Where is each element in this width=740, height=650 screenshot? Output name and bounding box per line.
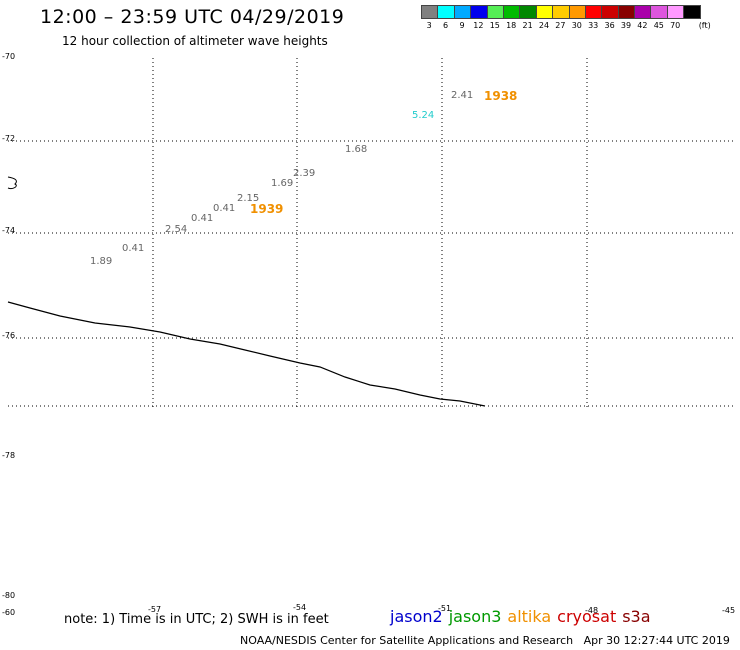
wave-height-label: 0.41 (213, 203, 236, 214)
wave-height-label: 2.41 (451, 90, 474, 101)
color-scale-legend: 3 6 9 12 15 18 21 24 27 30 33 36 39 42 45 70 (ft) (421, 5, 711, 31)
longitude-label: -51 (438, 604, 452, 613)
credit-text: NOAA/NESDIS Center for Satellite Applica… (240, 634, 574, 647)
color-scale-label: 21 (522, 21, 533, 30)
longitude-label: -45 (722, 606, 736, 615)
wave-height-label: 2.54 (165, 224, 188, 235)
latitude-label: -72 (2, 134, 16, 143)
wave-height-label: 0.41 (191, 213, 214, 224)
units-note: note: 1) Time is in UTC; 2) SWH is in fe… (64, 612, 329, 627)
longitude-label: -54 (293, 603, 307, 612)
color-swatch (683, 5, 701, 19)
graticule (8, 58, 735, 408)
satellite-legend-item: altika (507, 607, 552, 626)
satellite-legend-item: s3a (622, 607, 651, 626)
pass-time-label: 1938 (484, 89, 518, 103)
color-scale-label: 27 (555, 21, 566, 30)
island-coastline (7, 176, 17, 189)
wave-height-label: 1.89 (90, 256, 113, 267)
color-scale-label: 24 (538, 21, 550, 30)
latitude-label: -76 (2, 331, 16, 340)
color-scale-label: 15 (489, 21, 500, 30)
satellite-legend-item: jason2 (390, 607, 443, 626)
color-scale-label: 36 (604, 21, 615, 30)
latitude-label: -80 (2, 591, 16, 600)
wave-height-label: 1.69 (271, 178, 294, 189)
color-scale-unit: (ft) (698, 21, 711, 30)
color-scale-label: 3 (426, 21, 432, 30)
satellite-legend: jason2 jason3 altika cryosat s3a (390, 607, 657, 626)
satellite-legend-item: jason3 (448, 607, 502, 626)
coastline (7, 301, 486, 407)
latitude-label: -74 (2, 226, 16, 235)
color-scale-label: 18 (506, 21, 517, 30)
wave-height-label: 2.39 (293, 168, 316, 179)
wave-height-label: 0.41 (122, 243, 145, 254)
color-scale-label: 30 (571, 21, 582, 30)
map-title: 12:00 – 23:59 UTC 04/29/2019 (40, 6, 345, 28)
longitude-label: -60 (2, 608, 16, 617)
color-scale-label: 33 (588, 21, 599, 30)
color-scale-label: 9 (459, 21, 465, 30)
longitude-label: -48 (585, 606, 599, 615)
wave-height-label: 5.24 (412, 110, 435, 121)
footer-credit: NOAA/NESDIS Center for Satellite Applica… (240, 634, 730, 647)
longitude-label: -57 (148, 605, 162, 614)
satellite-legend-item: cryosat (557, 607, 617, 626)
wave-height-label: 1.68 (345, 144, 368, 155)
color-scale-label: 70 (670, 21, 681, 30)
latitude-label: -70 (2, 52, 16, 61)
latitude-label: -78 (2, 451, 16, 460)
color-scale-label: 45 (653, 21, 664, 30)
map-subtitle: 12 hour collection of altimeter wave hei… (62, 34, 328, 48)
color-scale-label: 12 (473, 21, 484, 30)
color-scale-label: 6 (443, 21, 449, 30)
pass-time-label: 1939 (250, 202, 284, 216)
wave-height-label: 2.15 (237, 193, 260, 204)
color-scale-label: 42 (637, 21, 648, 30)
color-scale-labels: 3 6 9 12 15 18 21 24 27 30 33 36 39 42 45 70 (ft) (421, 19, 711, 31)
color-scale-label: 39 (620, 21, 632, 30)
generation-timestamp: Apr 30 12:27:44 UTC 2019 (583, 634, 730, 647)
color-scale-swatches (421, 5, 701, 19)
